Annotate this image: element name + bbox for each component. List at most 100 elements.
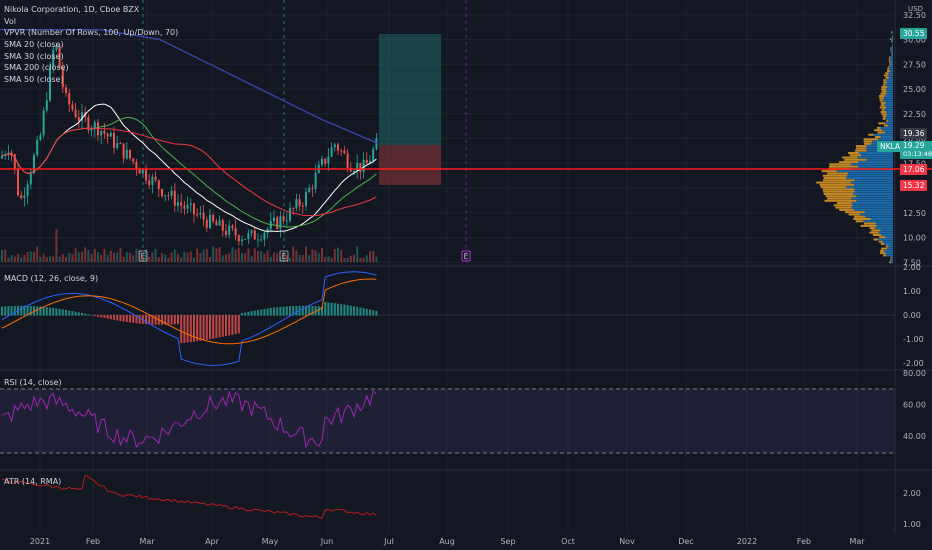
legend-sma50[interactable]: SMA 50 (close): [4, 75, 64, 85]
time-tick: 2022: [737, 537, 757, 546]
vpvr-down-row: [845, 211, 865, 214]
ticker-tag: NKLA: [877, 141, 904, 152]
candle-body: [250, 230, 253, 234]
volume-bar: [58, 256, 61, 262]
vpvr-down-row: [886, 120, 888, 123]
candle-body: [289, 208, 291, 221]
volume-bar: [20, 257, 23, 262]
vpvr-up-row: [885, 236, 893, 239]
time-axis[interactable]: 2021 Feb Mar Apr May Jun Jul Aug Sep Oct Nov Dec 202…: [30, 537, 865, 546]
volume-bar: [90, 253, 93, 262]
candle-body: [58, 45, 61, 68]
macd-histogram-bar: [177, 315, 179, 325]
vpvr-down-row: [881, 113, 887, 116]
macd-histogram-bar: [106, 315, 109, 319]
macd-histogram-bar: [250, 311, 253, 316]
legend-sma200[interactable]: SMA 200 (close): [4, 63, 69, 73]
vpvr-down-row: [819, 183, 855, 186]
vpvr-down-row: [853, 217, 871, 220]
atr-legend[interactable]: ATR (14, RMA): [4, 477, 62, 486]
candle-body: [330, 147, 333, 157]
vpvr-down-row: [880, 243, 885, 246]
legend-vpvr[interactable]: VPVR (Number Of Rows, 100, Up/Down, 70): [4, 28, 179, 38]
vpvr-down-row: [885, 72, 889, 75]
rsi-legend[interactable]: RSI (14, close): [4, 378, 62, 387]
vpvr-down-row: [849, 154, 862, 157]
macd-histogram-bar: [308, 305, 311, 316]
time-tick: Mar: [849, 537, 865, 546]
candle-body: [301, 205, 304, 207]
candle-body: [157, 180, 160, 190]
macd-histogram-bar: [317, 306, 320, 316]
vpvr-up-row: [887, 124, 893, 127]
volume-bar: [321, 247, 323, 262]
vpvr-down-row: [854, 215, 866, 218]
candle-body: [93, 122, 96, 129]
volume-bar: [257, 251, 259, 262]
symbol-title[interactable]: Nikola Corporation, 1D, Cboe BZX: [4, 5, 140, 14]
rsi-line: [1, 389, 377, 449]
price-axis[interactable]: 32.5030.0027.5025.0022.5020.0017.5015.00…: [903, 11, 926, 268]
rsi-tick: 40.00: [903, 432, 926, 441]
candle-body: [209, 214, 211, 228]
volume-bar: [55, 229, 58, 262]
main-legend: Nikola Corporation, 1D, Cboe BZX Vol VPV…: [4, 4, 178, 86]
volume-bar: [125, 252, 128, 262]
macd-histogram-bar: [212, 315, 215, 339]
line-price-tag: 17.06: [900, 164, 928, 175]
macd-histogram-bar: [180, 315, 183, 344]
volume-bar: [154, 248, 157, 262]
macd-histogram-bar: [305, 305, 307, 316]
time-tick: Feb: [797, 537, 811, 546]
time-tick: Mar: [139, 537, 155, 546]
vpvr-down-row: [880, 249, 884, 252]
candle-body: [266, 228, 269, 233]
macd-histogram-bar: [228, 315, 231, 336]
candle-body: [375, 138, 378, 150]
time-tick: 2021: [30, 537, 50, 546]
stop-price-tag: 15.32: [900, 180, 928, 191]
vpvr-up-row: [885, 122, 893, 125]
vpvr-down-row: [848, 151, 859, 154]
volume-bar: [231, 247, 234, 262]
macd-histogram-bar: [58, 308, 61, 316]
candle-body: [154, 176, 157, 181]
vpvr-up-row: [848, 172, 893, 175]
candle-body: [173, 190, 176, 206]
volume-bar: [93, 249, 96, 262]
volume-bar: [148, 256, 151, 262]
candle-body: [237, 235, 240, 242]
vpvr-up-row: [886, 115, 893, 118]
volume-bar: [365, 255, 368, 262]
vpvr-down-row: [869, 227, 875, 230]
volume-bar: [49, 256, 51, 262]
vpvr-down-row: [855, 220, 864, 223]
macd-histogram-bar: [68, 310, 71, 316]
volume-bar: [196, 248, 199, 262]
vpvr-down-row: [888, 58, 890, 61]
vpvr-down-row: [874, 129, 882, 132]
macd-histogram-bar: [81, 312, 83, 316]
vpvr-down-row: [877, 131, 885, 134]
vpvr-down-row: [816, 181, 851, 184]
vpvr-up-row: [889, 69, 893, 72]
vpvr-down-row: [855, 149, 867, 152]
long-position-tool[interactable]: [379, 34, 441, 185]
macd-legend[interactable]: MACD (12, 26, close, 9): [4, 274, 99, 283]
candle-body: [225, 230, 227, 235]
candle-body: [81, 112, 83, 121]
vpvr-down-row: [835, 206, 852, 209]
volume-bar: [39, 256, 42, 262]
macd-histogram-bar: [273, 307, 275, 316]
vpvr-down-row: [885, 76, 889, 79]
vpvr-up-row: [889, 58, 893, 61]
legend-sma30[interactable]: SMA 30 (close): [4, 51, 64, 61]
legend-volume[interactable]: Vol: [4, 16, 16, 26]
candle-body: [257, 239, 259, 241]
vpvr-down-row: [821, 170, 837, 173]
macd-histogram-bar: [257, 310, 259, 316]
macd-histogram-bar: [186, 315, 189, 343]
legend-sma20[interactable]: SMA 20 (close): [4, 40, 64, 50]
